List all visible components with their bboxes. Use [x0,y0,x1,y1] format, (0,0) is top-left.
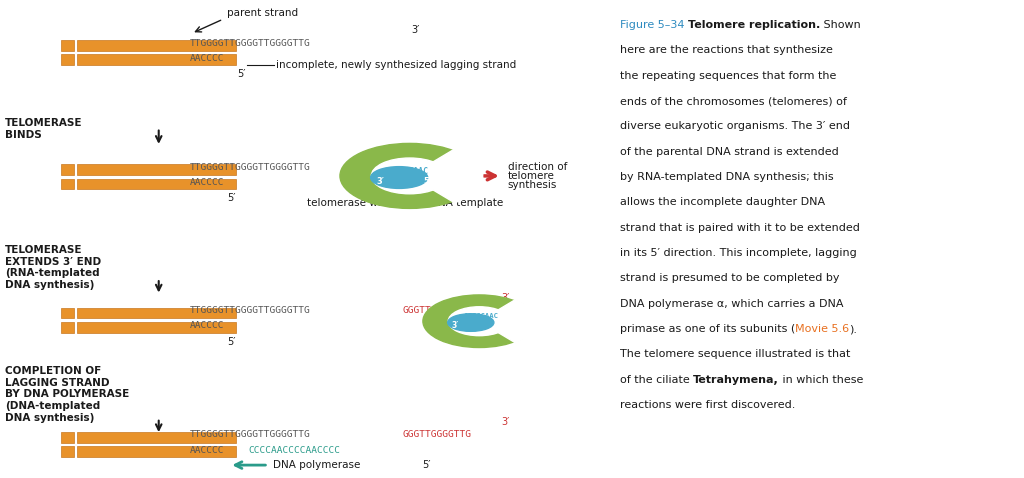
Text: 3′: 3′ [412,25,420,35]
Text: 3′: 3′ [502,417,510,427]
Text: Telomere replication.: Telomere replication. [687,20,820,30]
Text: ).: ). [849,324,857,334]
FancyBboxPatch shape [61,432,74,443]
Text: Figure 5–34: Figure 5–34 [620,20,687,30]
FancyBboxPatch shape [77,446,236,457]
Ellipse shape [447,314,494,331]
Circle shape [423,295,536,348]
Text: AACCCC: AACCCC [189,54,224,63]
FancyBboxPatch shape [77,164,236,175]
Text: diverse eukaryotic organisms. The 3′ end: diverse eukaryotic organisms. The 3′ end [620,121,850,131]
Text: of the parental DNA strand is extended: of the parental DNA strand is extended [620,147,839,157]
Text: reactions were first discovered.: reactions were first discovered. [620,400,795,410]
Text: Shown: Shown [820,20,860,30]
Text: 5′: 5′ [238,69,246,79]
FancyBboxPatch shape [61,40,74,51]
Text: strand that is paired with it to be extended: strand that is paired with it to be exte… [620,223,859,233]
Text: TELOMERASE
EXTENDS 3′ END
(RNA-templated
DNA synthesis): TELOMERASE EXTENDS 3′ END (RNA-templated… [5,245,101,290]
FancyBboxPatch shape [61,54,74,65]
Text: AACCCC: AACCCC [189,322,224,330]
Text: DNA polymerase α, which carries a DNA: DNA polymerase α, which carries a DNA [620,299,843,309]
Text: AACCCC: AACCCC [189,446,224,455]
FancyBboxPatch shape [77,322,236,333]
Text: TTGGGGTTGGGGTTGGGGTTG: TTGGGGTTGGGGTTGGGGTTG [189,306,310,315]
Text: TTGGGGTTGGGGTTGGGGTTG: TTGGGGTTGGGGTTGGGGTTG [189,39,310,47]
FancyBboxPatch shape [61,446,74,457]
Text: Movie 5.6: Movie 5.6 [795,324,849,334]
Text: GGGTTGGGGTTG: GGGTTGGGGTTG [402,306,471,315]
Text: parent strand: parent strand [227,8,298,18]
Text: TELOMERASE
BINDS: TELOMERASE BINDS [5,118,83,140]
Text: 5′: 5′ [495,321,502,330]
Wedge shape [410,149,482,203]
Text: 3′: 3′ [377,177,385,186]
Text: 5′: 5′ [227,337,236,347]
Text: ACCCCAAC: ACCCCAAC [390,167,429,175]
Wedge shape [479,299,539,343]
Text: 5′: 5′ [423,177,431,186]
Text: GGGTTGGGGTTG: GGGTTGGGGTTG [402,431,471,439]
Text: DNA polymerase: DNA polymerase [273,460,360,470]
FancyBboxPatch shape [77,308,236,318]
Text: allows the incomplete daughter DNA: allows the incomplete daughter DNA [620,197,824,207]
Text: incomplete, newly synthesized lagging strand: incomplete, newly synthesized lagging st… [276,60,517,70]
Text: primase as one of its subunits (: primase as one of its subunits ( [620,324,795,334]
Text: ends of the chromosomes (telomeres) of: ends of the chromosomes (telomeres) of [620,96,847,106]
Text: TTGGGGTTGGGGTTGGGGTTG: TTGGGGTTGGGGTTGGGGTTG [189,163,310,172]
Circle shape [449,307,510,336]
FancyBboxPatch shape [61,179,74,189]
Text: TTGGGGTTGGGGTTGGGGTTG: TTGGGGTTGGGGTTGGGGTTG [189,431,310,439]
Text: CCCCAACCCCAACCCC: CCCCAACCCCAACCCC [249,446,341,455]
FancyBboxPatch shape [77,179,236,189]
FancyBboxPatch shape [77,54,236,65]
Ellipse shape [371,167,428,188]
FancyBboxPatch shape [77,40,236,51]
Text: in its 5′ direction. This incomplete, lagging: in its 5′ direction. This incomplete, la… [620,248,856,258]
Text: of the ciliate: of the ciliate [620,375,693,385]
Text: synthesis: synthesis [508,180,557,189]
Text: 3′: 3′ [502,293,510,303]
FancyBboxPatch shape [61,322,74,333]
Text: in which these: in which these [778,375,863,385]
FancyBboxPatch shape [61,164,74,175]
Text: ACCCCAAC: ACCCCAAC [464,314,499,319]
Text: AACCCC: AACCCC [189,178,224,187]
Text: telomere: telomere [508,171,555,181]
Text: 3′: 3′ [452,321,459,330]
Text: by RNA-templated DNA synthesis; this: by RNA-templated DNA synthesis; this [620,172,834,182]
FancyBboxPatch shape [61,308,74,318]
Circle shape [372,158,447,194]
Text: 5′: 5′ [422,460,430,470]
Text: 3′: 3′ [412,150,420,160]
Text: the repeating sequences that form the: the repeating sequences that form the [620,71,836,81]
Text: telomerase with bound RNA template: telomerase with bound RNA template [307,198,504,207]
FancyBboxPatch shape [77,432,236,443]
Text: direction of: direction of [508,163,567,172]
Text: COMPLETION OF
LAGGING STRAND
BY DNA POLYMERASE
(DNA-templated
DNA synthesis): COMPLETION OF LAGGING STRAND BY DNA POLY… [5,366,129,423]
Text: Tetrahymena,: Tetrahymena, [693,375,778,385]
Text: strand is presumed to be completed by: strand is presumed to be completed by [620,273,839,283]
Text: 5′: 5′ [227,193,236,203]
Text: here are the reactions that synthesize: here are the reactions that synthesize [620,45,833,55]
Circle shape [340,143,479,208]
Text: The telomere sequence illustrated is that: The telomere sequence illustrated is tha… [620,349,850,359]
